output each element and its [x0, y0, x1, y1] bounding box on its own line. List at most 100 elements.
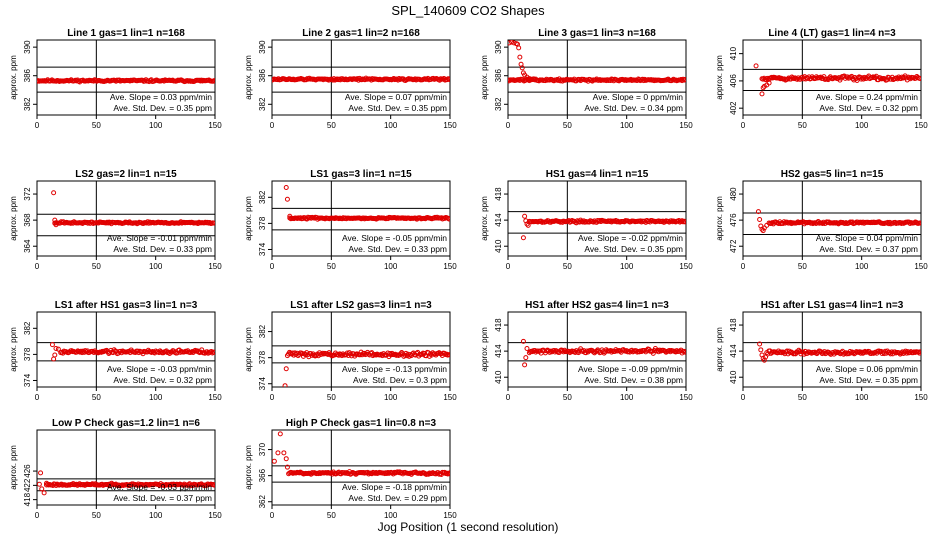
- data-points: [282, 349, 450, 387]
- y-tick-label: 390: [494, 40, 503, 54]
- data-point: [49, 342, 55, 348]
- plot-frame: [36, 311, 216, 388]
- data-point: [447, 352, 450, 358]
- data-point: [760, 228, 766, 234]
- plot-frame: [507, 311, 687, 388]
- data-point: [517, 54, 523, 60]
- data-points: [272, 431, 450, 478]
- x-tick-label: 50: [798, 262, 807, 271]
- data-point: [858, 350, 864, 356]
- x-tick-label: 150: [914, 393, 928, 402]
- x-tick-label: 150: [679, 262, 693, 271]
- y-axis-label: approx. ppm: [9, 327, 18, 372]
- x-tick-label: 0: [270, 121, 275, 130]
- plot-frame: [36, 180, 216, 257]
- data-point: [51, 356, 57, 362]
- data-point: [508, 40, 512, 46]
- data-point: [446, 471, 450, 477]
- y-tick-label: 378: [258, 350, 267, 364]
- std-dev-annotation: Ave. Std. Dev. = 0.32 ppm: [113, 375, 212, 385]
- y-axis-label: approx. ppm: [244, 196, 253, 241]
- data-point: [682, 219, 686, 225]
- data-point: [650, 350, 656, 356]
- panel-14: High P Check gas=1 lin=0.8 n=3 approx. pp…: [244, 418, 457, 520]
- x-tick-label: 150: [679, 121, 693, 130]
- y-tick-label: 390: [23, 40, 32, 54]
- y-axis-label: approx. ppm: [480, 55, 489, 100]
- x-tick-label: 0: [506, 262, 511, 271]
- data-point: [520, 338, 526, 344]
- x-tick-label: 50: [327, 262, 336, 271]
- panel-8: HS2 gas=5 lin=1 n=15 approx. ppm 0 50 100 150…: [715, 169, 928, 271]
- y-tick-label: 374: [258, 242, 267, 256]
- panel-title: LS1 after LS2 gas=3 lin=1 n=3: [290, 300, 432, 311]
- data-point: [447, 470, 450, 476]
- x-tick-label: 150: [914, 262, 928, 271]
- x-tick-label: 50: [92, 262, 101, 271]
- std-dev-annotation: Ave. Std. Dev. = 0.34 ppm: [584, 103, 683, 113]
- panel-title: HS2 gas=5 lin=1 n=15: [781, 169, 884, 180]
- data-point: [277, 431, 283, 437]
- y-axis-label: approx. ppm: [715, 327, 724, 372]
- plot-frame: [507, 180, 687, 257]
- data-points: [272, 75, 450, 83]
- data-points: [49, 342, 215, 362]
- y-tick-label: 370: [258, 442, 267, 456]
- y-axis-label: approx. ppm: [480, 196, 489, 241]
- x-tick-label: 0: [506, 393, 511, 402]
- y-tick-label: 378: [23, 347, 32, 361]
- slope-annotation: Ave. Slope = 0.04 ppm/min: [816, 233, 918, 243]
- panel-10: LS1 after LS2 gas=3 lin=1 n=3 approx. ppm…: [244, 300, 457, 402]
- slope-annotation: Ave. Slope = 0.24 ppm/min: [816, 92, 918, 102]
- data-point: [41, 490, 47, 496]
- data-point: [590, 219, 596, 225]
- x-tick-label: 150: [914, 121, 928, 130]
- x-tick-label: 50: [327, 393, 336, 402]
- data-point: [609, 349, 615, 355]
- x-tick-label: 0: [270, 262, 275, 271]
- y-tick-label: 372: [23, 187, 32, 201]
- data-point: [876, 348, 882, 354]
- data-point: [785, 76, 791, 82]
- panel-title: HS1 gas=4 lin=1 n=15: [546, 169, 649, 180]
- x-tick-label: 50: [798, 121, 807, 130]
- data-point: [917, 76, 921, 82]
- panel-title: Line 2 gas=1 lin=2 n=168: [302, 28, 420, 39]
- figure-title: SPL_140609 CO2 Shapes: [391, 3, 545, 18]
- data-point: [39, 486, 45, 492]
- y-tick-label: 406: [729, 74, 738, 88]
- y-axis-label: approx. ppm: [480, 327, 489, 372]
- data-point: [426, 471, 432, 477]
- panel-title: LS1 after HS1 gas=3 lin=1 n=3: [55, 300, 198, 311]
- x-tick-label: 150: [443, 121, 457, 130]
- data-point: [757, 341, 763, 347]
- data-point: [881, 351, 887, 357]
- data-point: [52, 352, 58, 358]
- std-dev-annotation: Ave. Std. Dev. = 0.33 ppm: [113, 244, 212, 254]
- data-point: [681, 348, 686, 354]
- data-point: [384, 470, 390, 476]
- slope-annotation: Ave. Slope = -0.02 ppm/min: [578, 233, 683, 243]
- x-tick-label: 50: [327, 511, 336, 520]
- panel-title: Low P Check gas=1.2 lin=1 n=6: [52, 418, 200, 429]
- panel-12: HS1 after LS1 gas=4 lin=1 n=3 approx. ppm…: [715, 300, 928, 402]
- panel-title: High P Check gas=1 lin=0.8 n=3: [286, 418, 437, 429]
- y-axis-label: approx. ppm: [244, 445, 253, 490]
- x-tick-label: 100: [620, 121, 634, 130]
- y-tick-label: 426: [23, 464, 32, 478]
- data-point: [918, 349, 921, 355]
- x-tick-label: 100: [384, 121, 398, 130]
- data-point: [523, 355, 529, 361]
- figure-xlabel: Jog Position (1 second resolution): [378, 520, 559, 534]
- data-point: [211, 220, 215, 226]
- x-tick-label: 150: [208, 121, 222, 130]
- data-point: [281, 450, 287, 456]
- y-tick-label: 386: [258, 68, 267, 82]
- plot-frame: [271, 429, 451, 506]
- x-tick-label: 150: [208, 393, 222, 402]
- data-points: [37, 470, 215, 496]
- data-point: [519, 65, 525, 71]
- data-point: [820, 220, 826, 226]
- data-point: [211, 78, 215, 84]
- data-point: [520, 235, 526, 241]
